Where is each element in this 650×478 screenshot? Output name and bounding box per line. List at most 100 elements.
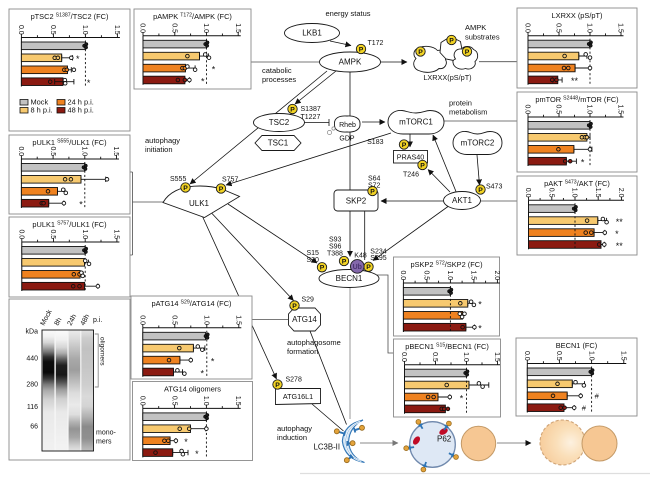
svg-text:Ub: Ub (353, 264, 362, 271)
svg-text:*: * (201, 368, 205, 378)
svg-text:0.0: 0.0 (524, 188, 531, 198)
svg-text:S234: S234 (370, 248, 386, 255)
svg-text:catabolic: catabolic (262, 66, 292, 75)
svg-text:P: P (370, 188, 375, 195)
svg-text:autophagy: autophagy (277, 424, 312, 433)
svg-text:S15: S15 (307, 250, 320, 257)
svg-text:48 h p.i.: 48 h p.i. (68, 106, 94, 115)
svg-text:1.5: 1.5 (234, 396, 241, 406)
svg-text:*: * (478, 324, 482, 334)
svg-text:mTORC2: mTORC2 (461, 139, 495, 148)
svg-text:autophagosome: autophagosome (287, 338, 341, 347)
svg-text:8 h p.i.: 8 h p.i. (31, 106, 53, 115)
svg-text:P: P (478, 187, 483, 194)
svg-text:0.5: 0.5 (49, 229, 56, 239)
svg-text:1.5: 1.5 (112, 146, 119, 156)
svg-text:ATG14: ATG14 (292, 315, 317, 324)
svg-text:#: # (595, 392, 600, 401)
svg-text:1.5: 1.5 (234, 23, 241, 33)
svg-text:SKP2: SKP2 (346, 196, 367, 205)
svg-text:1.0: 1.0 (571, 188, 578, 198)
svg-text:0.5: 0.5 (431, 352, 438, 362)
svg-text:induction: induction (277, 433, 307, 442)
svg-text:*: * (87, 78, 91, 88)
svg-text:0.0: 0.0 (524, 104, 531, 114)
svg-text:P: P (359, 46, 364, 53)
svg-text:T1227: T1227 (301, 114, 321, 121)
svg-text:1.5: 1.5 (617, 23, 624, 33)
svg-text:initiation: initiation (145, 145, 173, 154)
svg-text:1.5: 1.5 (617, 104, 624, 114)
svg-text:Rheb: Rheb (339, 122, 356, 129)
svg-text:PRAS40: PRAS40 (397, 153, 425, 162)
svg-text:LC3B-II: LC3B-II (314, 443, 340, 452)
svg-text:AKT1: AKT1 (452, 196, 473, 205)
svg-text:ATG14 oligomers: ATG14 oligomers (164, 385, 221, 394)
svg-text:280: 280 (26, 382, 38, 389)
svg-text:P: P (366, 264, 371, 271)
svg-text:0.5: 0.5 (555, 104, 562, 114)
svg-text:0.5: 0.5 (555, 23, 562, 33)
svg-text:P: P (342, 258, 347, 265)
svg-text:AMPK: AMPK (465, 23, 486, 32)
svg-text:pBECN1 S15/BECN1 (FC): pBECN1 S15/BECN1 (FC) (405, 342, 489, 351)
svg-text:LKB1: LKB1 (302, 29, 322, 38)
svg-text:0.5: 0.5 (548, 188, 555, 198)
svg-text:S1387: S1387 (301, 106, 321, 113)
svg-text:S64: S64 (368, 176, 381, 183)
svg-text:oligomers: oligomers (99, 337, 106, 366)
svg-text:1.0: 1.0 (202, 396, 209, 406)
svg-text:S93: S93 (329, 237, 342, 244)
svg-text:*: * (211, 356, 215, 366)
svg-text:K48: K48 (354, 252, 367, 259)
svg-text:*: * (581, 158, 585, 168)
svg-text:pULK1 S757/ULK1 (FC): pULK1 S757/ULK1 (FC) (32, 220, 106, 229)
svg-text:**: ** (571, 76, 579, 86)
svg-text:Mock: Mock (31, 98, 49, 107)
svg-text:1.5: 1.5 (594, 188, 601, 198)
svg-text:P: P (418, 49, 423, 56)
svg-text:T172: T172 (368, 40, 384, 47)
svg-text:P: P (219, 186, 224, 193)
svg-text:0.0: 0.0 (17, 146, 24, 156)
svg-text:0.0: 0.0 (400, 352, 407, 362)
svg-text:48h: 48h (80, 313, 92, 327)
svg-text:0.0: 0.0 (17, 25, 24, 35)
svg-text:1.0: 1.0 (446, 270, 453, 280)
svg-text:P: P (183, 185, 188, 192)
svg-text:*: * (212, 64, 216, 74)
svg-text:1.5: 1.5 (235, 315, 242, 325)
svg-text:0.5: 0.5 (171, 315, 178, 325)
svg-text:440: 440 (26, 356, 38, 363)
svg-text:protein: protein (449, 99, 472, 108)
svg-text:S555: S555 (170, 176, 186, 183)
svg-text:0.0: 0.0 (523, 351, 530, 361)
svg-text:pULK1 S555/ULK1 (FC): pULK1 S555/ULK1 (FC) (32, 138, 106, 147)
svg-text:0.0: 0.0 (399, 270, 406, 280)
svg-text:P: P (465, 49, 470, 56)
svg-text:autophagy: autophagy (145, 136, 180, 145)
svg-text:2.0: 2.0 (617, 188, 624, 198)
svg-text:S29: S29 (302, 297, 315, 304)
svg-text:T388: T388 (327, 251, 343, 258)
svg-text:energy status: energy status (325, 9, 370, 18)
svg-text:1.0: 1.0 (586, 104, 593, 114)
svg-text:1.5: 1.5 (620, 351, 627, 361)
svg-text:1.5: 1.5 (113, 25, 120, 35)
svg-text:BECN1: BECN1 (336, 274, 363, 283)
svg-text:*: * (201, 76, 205, 86)
svg-text:2.0: 2.0 (493, 270, 500, 280)
svg-text:*: * (615, 229, 619, 239)
svg-text:1.0: 1.0 (586, 23, 593, 33)
svg-text:116: 116 (27, 404, 38, 411)
svg-text:0.0: 0.0 (139, 23, 146, 33)
svg-text:TSC1: TSC1 (268, 139, 289, 148)
svg-text:mono-: mono- (96, 430, 117, 437)
svg-text:S757: S757 (222, 177, 238, 184)
svg-text:0.5: 0.5 (170, 23, 177, 33)
svg-text:0.5: 0.5 (555, 351, 562, 361)
svg-text:1.0: 1.0 (81, 146, 88, 156)
svg-text:0.5: 0.5 (49, 25, 56, 35)
svg-text:1.5: 1.5 (113, 229, 120, 239)
svg-text:P: P (402, 142, 407, 149)
